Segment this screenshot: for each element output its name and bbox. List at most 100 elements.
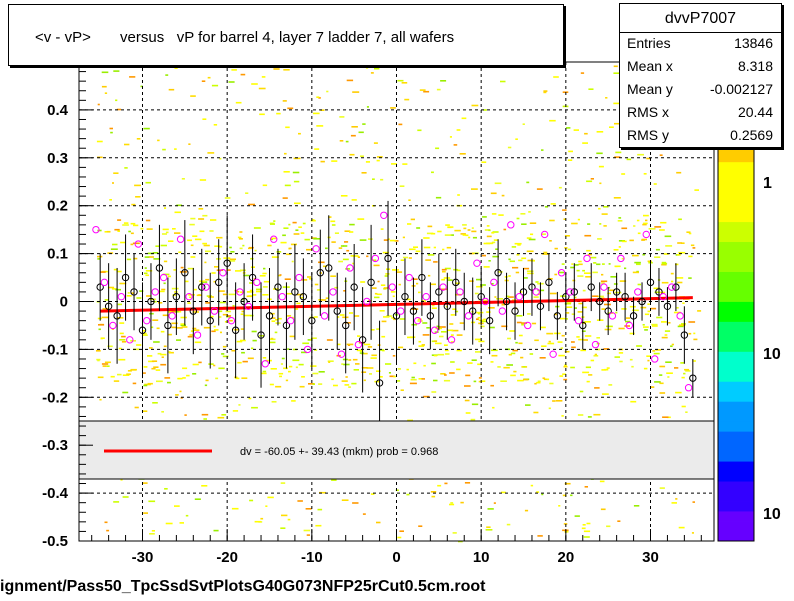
histogram-cell <box>599 223 602 225</box>
histogram-cell <box>162 314 170 317</box>
histogram-cell <box>462 224 467 226</box>
histogram-cell <box>547 278 553 280</box>
y-tick-label: -0.3 <box>42 437 68 454</box>
histogram-cell <box>465 412 471 414</box>
histogram-cell <box>508 275 511 277</box>
histogram-cell <box>468 236 471 239</box>
histogram-cell <box>564 302 572 305</box>
data-point <box>511 307 519 315</box>
stats-label: RMS x <box>627 104 669 120</box>
colorbar-cell <box>718 471 754 482</box>
histogram-cell <box>161 411 164 413</box>
histogram-cell <box>491 241 496 244</box>
histogram-cell <box>156 380 163 383</box>
histogram-cell <box>516 217 520 220</box>
histogram-cell <box>122 391 129 394</box>
histogram-cell <box>516 315 523 317</box>
histogram-cell <box>134 406 139 409</box>
histogram-cell <box>452 308 457 310</box>
histogram-cell <box>187 267 194 270</box>
histogram-cell <box>456 269 461 272</box>
histogram-cell <box>449 372 455 374</box>
histogram-cell <box>359 239 367 241</box>
histogram-cell <box>496 298 503 300</box>
histogram-cell <box>267 244 272 247</box>
histogram-cell <box>643 222 648 225</box>
histogram-cell <box>574 515 580 517</box>
histogram-cell <box>132 382 137 385</box>
histogram-cell <box>667 376 670 378</box>
histogram-cell <box>491 283 494 285</box>
histogram-cell <box>147 382 153 385</box>
histogram-cell <box>331 224 336 226</box>
histogram-cell <box>559 375 564 377</box>
stats-row-rms-x: RMS x 20.44 <box>627 104 773 127</box>
histogram-cell <box>148 256 154 258</box>
histogram-cell <box>331 479 337 481</box>
histogram-cell <box>362 123 366 125</box>
histogram-cell <box>262 294 269 296</box>
histogram-cell <box>407 223 412 225</box>
histogram-cell <box>130 243 134 246</box>
histogram-cell <box>402 163 408 165</box>
histogram-cell <box>387 238 390 240</box>
histogram-cell <box>456 349 462 352</box>
data-point <box>96 283 104 291</box>
histogram-cell <box>404 98 410 101</box>
data-point-alt <box>464 312 473 320</box>
histogram-cell <box>501 491 506 494</box>
histogram-cell <box>349 223 355 226</box>
histogram-cell <box>370 357 377 359</box>
histogram-cell <box>636 263 641 266</box>
histogram-cell <box>410 218 415 221</box>
histogram-cell <box>344 384 350 386</box>
histogram-cell <box>476 318 479 320</box>
data-point-alt <box>566 288 574 296</box>
histogram-cell <box>330 220 336 223</box>
histogram-cell <box>357 335 361 337</box>
file-path-footer: ignment/Pass50_TpcSsdSvtPlotsG40G073NFP2… <box>0 578 486 595</box>
histogram-cell <box>577 311 583 313</box>
colorbar-label: 10 <box>763 506 781 523</box>
histogram-cell <box>211 272 216 274</box>
histogram-cell <box>133 257 138 260</box>
histogram-cell <box>584 321 591 323</box>
histogram-cell <box>544 206 549 208</box>
histogram-cell <box>177 377 183 380</box>
histogram-cell <box>598 207 601 210</box>
histogram-cell <box>113 268 118 271</box>
histogram-cell <box>228 260 236 262</box>
histogram-cell <box>151 530 155 532</box>
histogram-cell <box>186 374 190 377</box>
colorbar-cell <box>718 411 754 422</box>
data-point <box>189 307 198 315</box>
histogram-cell <box>417 129 422 132</box>
stats-label: Mean y <box>627 81 673 97</box>
histogram-cell <box>449 503 455 506</box>
data-point-alt <box>176 235 185 243</box>
histogram-cell <box>202 214 208 217</box>
histogram-cell <box>386 315 393 317</box>
histogram-cell <box>237 361 242 364</box>
histogram-cell <box>302 222 306 225</box>
data-point <box>333 307 341 315</box>
histogram-cell <box>543 251 548 254</box>
histogram-cell <box>656 316 663 319</box>
histogram-cell <box>180 324 186 327</box>
histogram-cell <box>111 288 118 290</box>
histogram-cell <box>372 287 377 289</box>
histogram-cell <box>107 286 115 289</box>
histogram-cell <box>384 275 388 277</box>
histogram-cell <box>373 264 380 267</box>
histogram-cell <box>513 370 517 373</box>
histogram-cell <box>642 223 647 226</box>
histogram-cell <box>231 349 235 352</box>
histogram-cell <box>203 326 211 329</box>
histogram-cell <box>282 234 286 237</box>
histogram-cell <box>664 334 668 336</box>
histogram-cell <box>475 351 481 353</box>
histogram-cell <box>626 317 631 319</box>
histogram-cell <box>224 321 229 323</box>
histogram-cell <box>626 158 632 161</box>
histogram-cell <box>180 397 183 399</box>
